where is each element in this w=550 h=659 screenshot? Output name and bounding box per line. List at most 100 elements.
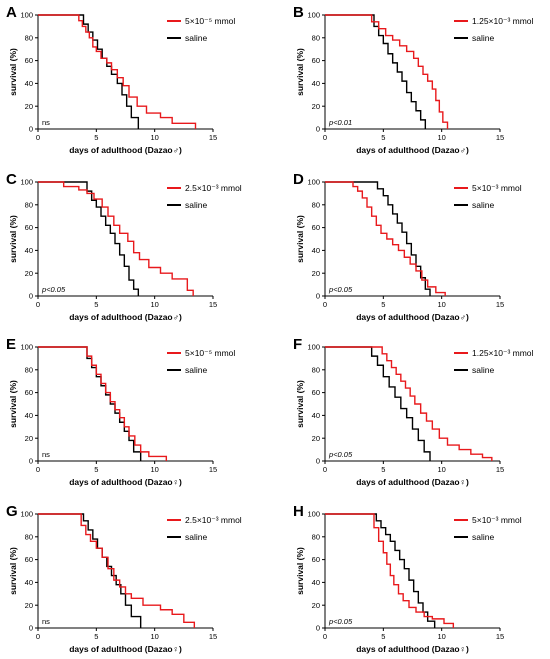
y-tick-label: 80 bbox=[25, 200, 33, 209]
y-tick-label: 100 bbox=[20, 343, 33, 352]
y-tick-label: 0 bbox=[316, 624, 320, 633]
x-tick-label: 0 bbox=[323, 632, 327, 641]
panel-b: B 0 20 40 60 80 100 0 5 10 15 days of adulthood (Da… bbox=[293, 4, 534, 155]
x-tick-label: 5 bbox=[94, 133, 98, 142]
y-tick-label: 60 bbox=[25, 56, 33, 65]
y-tick-label: 60 bbox=[312, 555, 320, 564]
y-tick-label: 100 bbox=[307, 178, 320, 187]
x-tick-label: 0 bbox=[323, 133, 327, 142]
panel-letter: C bbox=[6, 171, 17, 188]
survival-curve-saline bbox=[325, 346, 431, 461]
y-tick-label: 60 bbox=[25, 555, 33, 564]
survival-curve-saline bbox=[38, 181, 140, 296]
survival-curve-treatment bbox=[325, 181, 446, 296]
y-tick-label: 40 bbox=[25, 246, 33, 255]
y-tick-label: 40 bbox=[25, 578, 33, 587]
legend-label: 5×10⁻⁵ mmol bbox=[185, 348, 235, 358]
y-tick-label: 20 bbox=[312, 102, 320, 111]
survival-curve-treatment bbox=[38, 346, 168, 461]
survival-curve-treatment bbox=[325, 14, 449, 129]
y-axis-label: survival (%) bbox=[295, 547, 305, 595]
panel-letter: G bbox=[6, 503, 18, 520]
y-tick-label: 60 bbox=[25, 388, 33, 397]
significance-annotation: ns bbox=[42, 617, 50, 626]
x-tick-label: 0 bbox=[323, 300, 327, 309]
legend-label: saline bbox=[185, 365, 207, 375]
survival-curve-treatment bbox=[325, 513, 455, 628]
y-tick-label: 60 bbox=[25, 223, 33, 232]
y-tick-label: 20 bbox=[312, 601, 320, 610]
y-tick-label: 80 bbox=[312, 200, 320, 209]
significance-annotation: p<0.05 bbox=[328, 285, 353, 294]
x-tick-label: 10 bbox=[150, 133, 158, 142]
legend-label: saline bbox=[472, 33, 494, 43]
survival-curve-saline bbox=[325, 14, 427, 129]
y-axis-label: survival (%) bbox=[8, 215, 18, 263]
y-tick-label: 40 bbox=[312, 246, 320, 255]
y-tick-label: 80 bbox=[312, 33, 320, 42]
x-axis-label: days of adulthood (Dazao♀) bbox=[356, 644, 469, 654]
legend-label: 5×10⁻³ mmol bbox=[472, 183, 522, 193]
y-tick-label: 20 bbox=[312, 269, 320, 278]
survival-curve-treatment bbox=[325, 346, 493, 461]
y-tick-label: 40 bbox=[25, 411, 33, 420]
significance-annotation: ns bbox=[42, 118, 50, 127]
x-axis-label: days of adulthood (Dazao♂) bbox=[356, 312, 469, 322]
x-tick-label: 0 bbox=[36, 465, 40, 474]
y-tick-label: 100 bbox=[307, 343, 320, 352]
y-tick-label: 80 bbox=[312, 532, 320, 541]
panel-f: F 0 20 40 60 80 100 0 5 10 15 days of adulthood (Da… bbox=[293, 336, 534, 487]
y-tick-label: 60 bbox=[312, 388, 320, 397]
legend-label: 5×10⁻³ mmol bbox=[472, 515, 522, 525]
y-tick-label: 80 bbox=[25, 532, 33, 541]
significance-annotation: ns bbox=[42, 450, 50, 459]
y-axis-label: survival (%) bbox=[295, 380, 305, 428]
x-axis-label: days of adulthood (Dazao♂) bbox=[356, 145, 469, 155]
panel-c: C 0 20 40 60 80 100 0 5 10 15 days of adulthood (Da… bbox=[6, 171, 242, 322]
x-tick-label: 0 bbox=[323, 465, 327, 474]
y-axis-label: survival (%) bbox=[295, 215, 305, 263]
y-tick-label: 60 bbox=[312, 223, 320, 232]
panel-h: H 0 20 40 60 80 100 0 5 10 15 days of adulthood (Da… bbox=[293, 503, 522, 654]
x-axis-label: days of adulthood (Dazao♀) bbox=[356, 477, 469, 487]
legend-label: 1.25×10⁻³ mmol bbox=[472, 16, 534, 26]
y-tick-label: 20 bbox=[25, 269, 33, 278]
x-tick-label: 5 bbox=[94, 465, 98, 474]
x-tick-label: 15 bbox=[209, 465, 217, 474]
x-tick-label: 5 bbox=[381, 133, 385, 142]
legend-label: 1.25×10⁻³ mmol bbox=[472, 348, 534, 358]
y-tick-label: 40 bbox=[312, 411, 320, 420]
y-tick-label: 100 bbox=[20, 510, 33, 519]
y-tick-label: 40 bbox=[25, 79, 33, 88]
survival-curve-treatment bbox=[38, 513, 196, 628]
survival-curve-treatment bbox=[38, 181, 194, 296]
y-tick-label: 60 bbox=[312, 56, 320, 65]
y-tick-label: 0 bbox=[29, 292, 33, 301]
y-axis-label: survival (%) bbox=[8, 547, 18, 595]
y-tick-label: 0 bbox=[29, 624, 33, 633]
y-axis-label: survival (%) bbox=[295, 48, 305, 96]
x-tick-label: 10 bbox=[437, 300, 445, 309]
panel-letter: F bbox=[293, 336, 302, 353]
y-tick-label: 40 bbox=[312, 79, 320, 88]
y-tick-label: 0 bbox=[29, 457, 33, 466]
survival-curve-saline bbox=[325, 513, 436, 628]
x-tick-label: 10 bbox=[437, 465, 445, 474]
x-tick-label: 5 bbox=[94, 300, 98, 309]
x-tick-label: 15 bbox=[209, 300, 217, 309]
x-tick-label: 15 bbox=[496, 300, 504, 309]
legend-label: 2.5×10⁻³ mmol bbox=[185, 515, 242, 525]
x-axis-label: days of adulthood (Dazao♀) bbox=[69, 477, 182, 487]
x-tick-label: 5 bbox=[94, 632, 98, 641]
panel-d: D 0 20 40 60 80 100 0 5 10 15 days of adulthood (Da… bbox=[293, 171, 522, 322]
x-tick-label: 0 bbox=[36, 300, 40, 309]
significance-annotation: p<0.05 bbox=[328, 617, 353, 626]
panel-letter: D bbox=[293, 171, 304, 188]
x-axis-label: days of adulthood (Dazao♂) bbox=[69, 145, 182, 155]
y-tick-label: 100 bbox=[307, 11, 320, 20]
x-axis-label: days of adulthood (Dazao♀) bbox=[69, 644, 182, 654]
panel-letter: H bbox=[293, 503, 304, 520]
x-tick-label: 0 bbox=[36, 632, 40, 641]
x-tick-label: 15 bbox=[209, 133, 217, 142]
